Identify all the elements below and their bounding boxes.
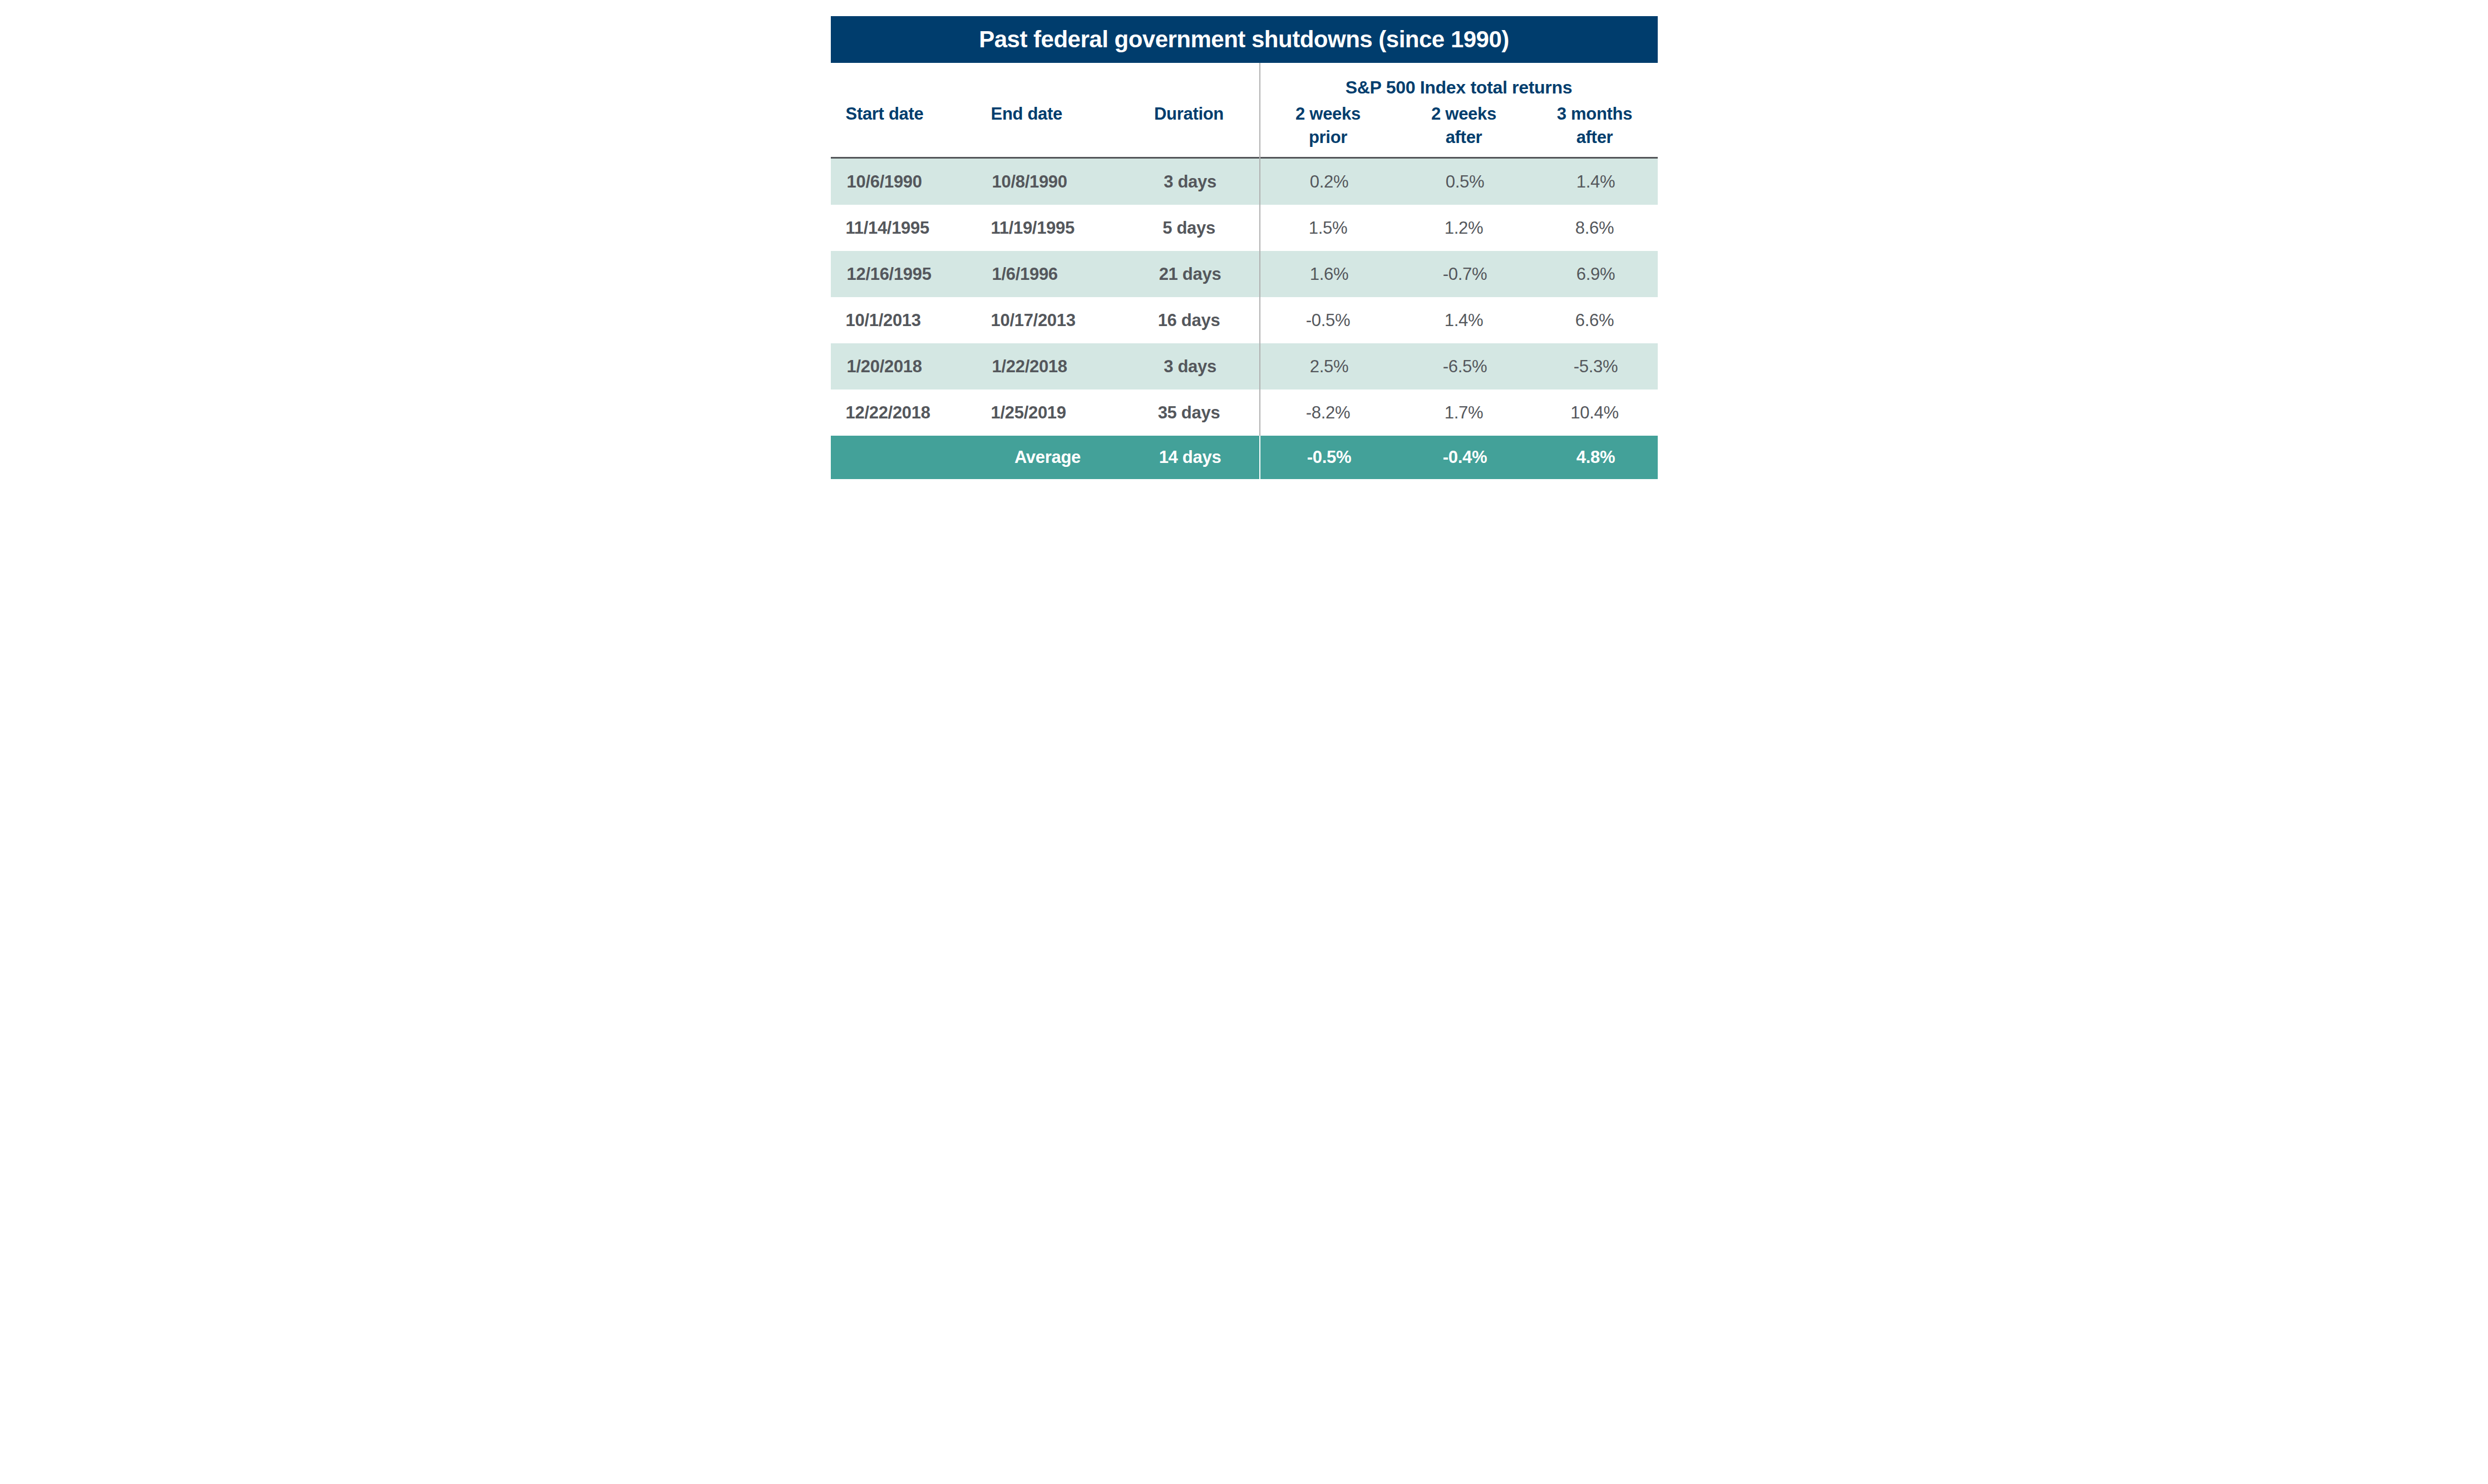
end-date-cell: 1/6/1996 (976, 251, 1120, 297)
duration-cell: 5 days (1119, 205, 1259, 251)
start-date-cell: 12/16/1995 (831, 251, 976, 297)
return-2w-after-cell: 0.5% (1398, 159, 1532, 205)
table-row: 10/6/1990 10/8/1990 3 days 0.2% 0.5% 1.4… (831, 159, 1658, 205)
average-summary-row: Average 14 days -0.5% -0.4% 4.8% (831, 436, 1658, 479)
column-header-3-months-after: 3 months after (1531, 102, 1659, 149)
return-3m-after-cell: 8.6% (1531, 205, 1659, 251)
return-2w-prior-cell: 2.5% (1260, 343, 1398, 390)
return-3m-after-cell: 10.4% (1531, 390, 1659, 436)
return-2w-after-cell: 1.7% (1397, 390, 1531, 436)
return-3m-after-cell: 6.9% (1532, 251, 1659, 297)
duration-cell: 3 days (1120, 343, 1260, 390)
return-2w-prior-cell: 1.6% (1260, 251, 1398, 297)
table-row: 11/14/1995 11/19/1995 5 days 1.5% 1.2% 8… (830, 205, 1659, 251)
average-label: Average (976, 436, 1120, 479)
end-date-cell: 1/25/2019 (974, 390, 1119, 436)
column-header-row: Start date End date Duration 2 weeks pri… (830, 102, 1659, 149)
column-header-2-weeks-after: 2 weeks after (1397, 102, 1531, 149)
start-date-cell: 11/14/1995 (830, 205, 974, 251)
duration-cell: 3 days (1120, 159, 1260, 205)
start-date-cell: 10/1/2013 (830, 297, 974, 343)
returns-section-divider-line (1259, 63, 1260, 436)
return-2w-after-cell: -0.7% (1398, 251, 1532, 297)
shutdowns-table-page: Past federal government shutdowns (since… (830, 0, 1659, 495)
end-date-cell: 11/19/1995 (974, 205, 1119, 251)
return-3m-after-cell: 1.4% (1532, 159, 1659, 205)
duration-cell: 16 days (1119, 297, 1259, 343)
table-row: 12/22/2018 1/25/2019 35 days -8.2% 1.7% … (830, 390, 1659, 436)
start-date-cell: 1/20/2018 (831, 343, 976, 390)
return-3m-after-cell: -5.3% (1532, 343, 1659, 390)
column-header-end-date: End date (974, 102, 1119, 149)
return-3m-after-cell: 6.6% (1531, 297, 1659, 343)
average-duration-cell: 14 days (1120, 436, 1260, 479)
table-row: 10/1/2013 10/17/2013 16 days -0.5% 1.4% … (830, 297, 1659, 343)
end-date-cell: 1/22/2018 (976, 343, 1120, 390)
return-2w-prior-cell: -8.2% (1259, 390, 1397, 436)
return-2w-after-cell: 1.4% (1397, 297, 1531, 343)
returns-section-divider-line-average (1259, 436, 1260, 479)
table-row: 12/16/1995 1/6/1996 21 days 1.6% -0.7% 6… (831, 251, 1658, 297)
return-2w-prior-cell: 0.2% (1260, 159, 1398, 205)
average-2w-prior-cell: -0.5% (1260, 436, 1398, 479)
start-date-cell: 12/22/2018 (830, 390, 974, 436)
column-header-start-date: Start date (830, 102, 974, 149)
table-title-bar: Past federal government shutdowns (since… (831, 16, 1658, 63)
table-body: 10/6/1990 10/8/1990 3 days 0.2% 0.5% 1.4… (830, 159, 1659, 436)
table-row: 1/20/2018 1/22/2018 3 days 2.5% -6.5% -5… (831, 343, 1658, 390)
return-2w-after-cell: 1.2% (1397, 205, 1531, 251)
return-2w-prior-cell: -0.5% (1259, 297, 1397, 343)
duration-cell: 21 days (1120, 251, 1260, 297)
column-header-2-weeks-prior: 2 weeks prior (1259, 102, 1397, 149)
end-date-cell: 10/8/1990 (976, 159, 1120, 205)
return-2w-after-cell: -6.5% (1398, 343, 1532, 390)
start-date-cell: 10/6/1990 (831, 159, 976, 205)
sp500-returns-group-header: S&P 500 Index total returns (1259, 77, 1659, 98)
average-2w-after-cell: -0.4% (1398, 436, 1532, 479)
duration-cell: 35 days (1119, 390, 1259, 436)
average-3m-after-cell: 4.8% (1532, 436, 1659, 479)
return-2w-prior-cell: 1.5% (1259, 205, 1397, 251)
page-title: Past federal government shutdowns (since… (979, 26, 1509, 52)
average-empty-cell (831, 436, 976, 479)
column-header-duration: Duration (1119, 102, 1259, 149)
end-date-cell: 10/17/2013 (974, 297, 1119, 343)
